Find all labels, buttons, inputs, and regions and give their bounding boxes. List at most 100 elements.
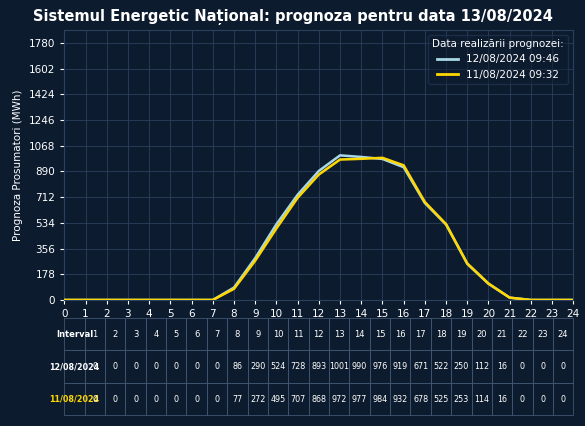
- Text: 678: 678: [413, 394, 428, 403]
- Text: 707: 707: [291, 394, 306, 403]
- Bar: [125, 318, 146, 351]
- Text: 976: 976: [372, 362, 387, 371]
- Bar: [512, 383, 532, 415]
- Text: 728: 728: [291, 362, 306, 371]
- Bar: [492, 383, 512, 415]
- Bar: [553, 351, 573, 383]
- Text: 16: 16: [497, 362, 507, 371]
- Bar: [329, 383, 349, 415]
- Text: 990: 990: [352, 362, 367, 371]
- Text: 0: 0: [541, 394, 545, 403]
- Bar: [247, 351, 268, 383]
- Text: 272: 272: [250, 394, 266, 403]
- Text: 112: 112: [474, 362, 489, 371]
- Text: 8: 8: [235, 330, 240, 339]
- Text: 7: 7: [214, 330, 220, 339]
- Bar: [166, 383, 187, 415]
- Text: 0: 0: [92, 362, 97, 371]
- Text: 0: 0: [215, 362, 219, 371]
- Bar: [288, 351, 309, 383]
- Text: 0: 0: [133, 394, 138, 403]
- Bar: [187, 383, 207, 415]
- Bar: [390, 318, 411, 351]
- Bar: [166, 351, 187, 383]
- Bar: [532, 351, 553, 383]
- Text: 932: 932: [393, 394, 408, 403]
- Bar: [451, 351, 472, 383]
- Text: 253: 253: [454, 394, 469, 403]
- Bar: [207, 351, 227, 383]
- Text: 12/08/2024: 12/08/2024: [49, 362, 99, 371]
- Text: 250: 250: [454, 362, 469, 371]
- Text: 0: 0: [92, 394, 97, 403]
- Bar: [390, 383, 411, 415]
- Text: 1001: 1001: [329, 362, 349, 371]
- Text: 16: 16: [497, 394, 507, 403]
- Bar: [472, 351, 492, 383]
- Bar: [247, 383, 268, 415]
- Text: 11: 11: [293, 330, 304, 339]
- Legend: 12/08/2024 09:46, 11/08/2024 09:32: 12/08/2024 09:46, 11/08/2024 09:32: [428, 35, 568, 84]
- Text: 6: 6: [194, 330, 199, 339]
- Text: 16: 16: [395, 330, 405, 339]
- Bar: [411, 351, 431, 383]
- Text: 9: 9: [255, 330, 260, 339]
- Bar: [85, 351, 105, 383]
- Text: 22: 22: [517, 330, 528, 339]
- Text: 77: 77: [232, 394, 243, 403]
- Text: 0: 0: [153, 362, 159, 371]
- Text: 0: 0: [194, 394, 199, 403]
- Bar: [64, 318, 85, 351]
- Text: 23: 23: [538, 330, 548, 339]
- Bar: [187, 318, 207, 351]
- Text: 0: 0: [560, 362, 566, 371]
- Text: 20: 20: [476, 330, 487, 339]
- Text: 0: 0: [113, 362, 118, 371]
- Text: 671: 671: [413, 362, 428, 371]
- Bar: [146, 351, 166, 383]
- Text: 868: 868: [311, 394, 326, 403]
- Bar: [207, 383, 227, 415]
- Bar: [431, 318, 451, 351]
- Text: 4: 4: [153, 330, 159, 339]
- Text: 12: 12: [314, 330, 324, 339]
- Bar: [64, 383, 85, 415]
- Bar: [227, 351, 247, 383]
- Text: 14: 14: [355, 330, 365, 339]
- Bar: [349, 351, 370, 383]
- Bar: [532, 383, 553, 415]
- Text: 972: 972: [332, 394, 347, 403]
- Text: 525: 525: [433, 394, 449, 403]
- Text: 0: 0: [194, 362, 199, 371]
- Text: 24: 24: [558, 330, 569, 339]
- Bar: [390, 351, 411, 383]
- Bar: [268, 318, 288, 351]
- Bar: [288, 383, 309, 415]
- Text: 17: 17: [415, 330, 426, 339]
- Bar: [247, 318, 268, 351]
- Bar: [166, 318, 187, 351]
- Bar: [64, 351, 85, 383]
- Text: 0: 0: [215, 394, 219, 403]
- Bar: [85, 383, 105, 415]
- Text: 0: 0: [174, 362, 179, 371]
- Text: 524: 524: [270, 362, 285, 371]
- Bar: [553, 383, 573, 415]
- Text: 0: 0: [133, 362, 138, 371]
- Bar: [105, 318, 125, 351]
- Bar: [349, 383, 370, 415]
- Bar: [85, 318, 105, 351]
- Bar: [309, 318, 329, 351]
- Text: 495: 495: [270, 394, 285, 403]
- Bar: [411, 318, 431, 351]
- Text: 11/08/2024: 11/08/2024: [50, 394, 99, 403]
- Bar: [492, 318, 512, 351]
- Bar: [329, 318, 349, 351]
- Text: 114: 114: [474, 394, 489, 403]
- Bar: [451, 383, 472, 415]
- Bar: [472, 318, 492, 351]
- Bar: [431, 351, 451, 383]
- Bar: [146, 318, 166, 351]
- Bar: [309, 383, 329, 415]
- Text: 86: 86: [232, 362, 242, 371]
